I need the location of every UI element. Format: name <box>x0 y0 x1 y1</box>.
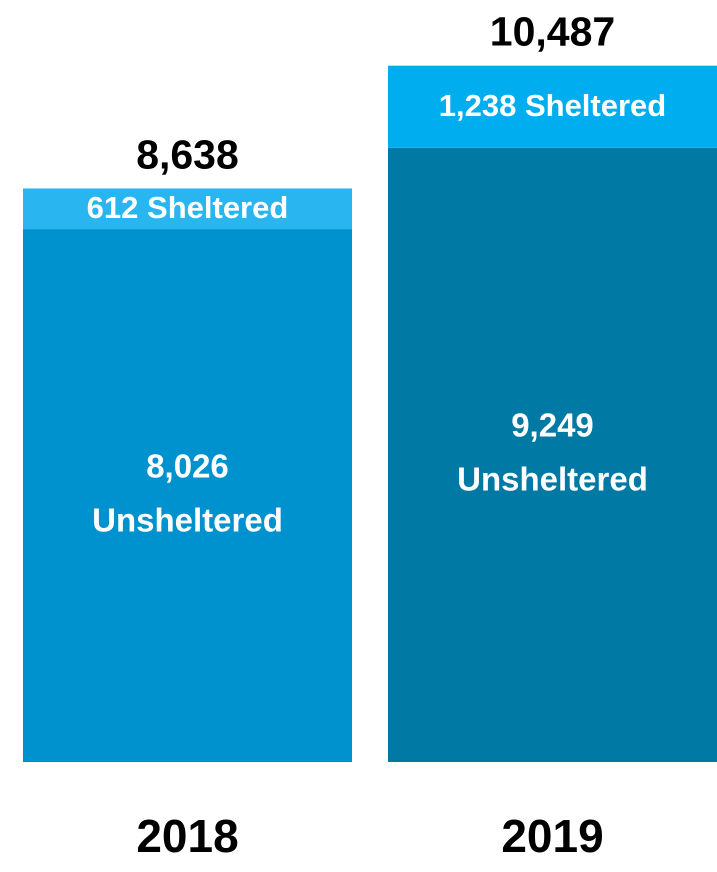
series-label: Sheltered <box>147 190 288 225</box>
value-label: 1,238 <box>439 88 517 123</box>
x-tick-label: 2018 <box>136 810 238 862</box>
value-label: 8,026 <box>146 447 229 484</box>
bar-segment <box>388 147 717 762</box>
segment-label: 1,238 Sheltered <box>439 88 666 123</box>
value-label: 612 <box>87 190 139 225</box>
segment-label: 612 Sheltered <box>87 190 289 225</box>
total-label: 8,638 <box>136 131 239 177</box>
series-label: Sheltered <box>525 88 666 123</box>
total-label: 10,487 <box>490 8 615 54</box>
series-label: Unsheltered <box>92 501 283 538</box>
bar-segment <box>23 188 352 230</box>
series-label: Unsheltered <box>457 461 648 498</box>
x-tick-label: 2019 <box>501 810 603 862</box>
bar-segment <box>23 229 352 762</box>
value-label: 9,249 <box>511 407 594 444</box>
bar-segment <box>388 65 717 148</box>
